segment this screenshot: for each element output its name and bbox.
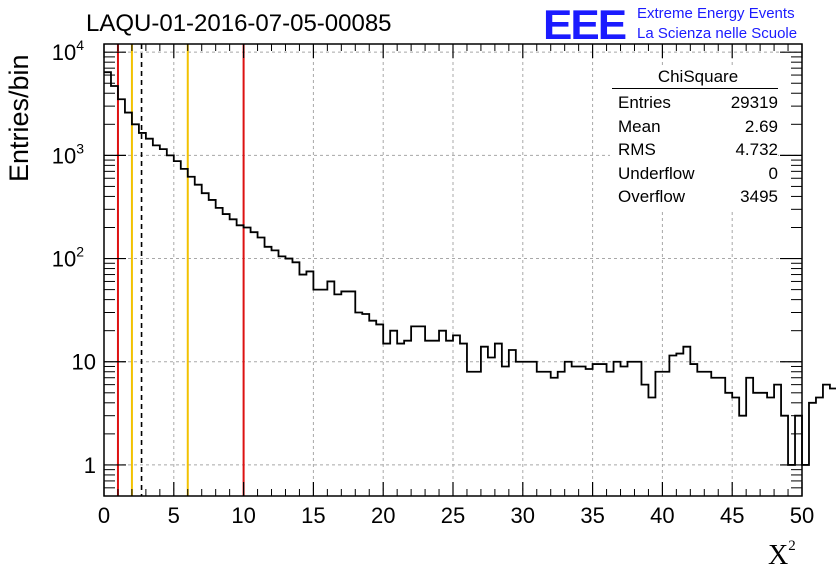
y-tick-label: 102 — [52, 244, 84, 272]
tick-labels: 0 5 10 15 20 25 30 35 40 45 50 1 10 102 103 104 — [52, 37, 815, 528]
stats-value: 29319 — [730, 93, 778, 112]
stats-label: Underflow — [618, 163, 695, 183]
stats-separator — [612, 88, 778, 89]
stats-label: Entries — [618, 93, 671, 112]
y-axis-label: Entries/bin — [4, 54, 34, 182]
logo-subtitle-2: La Scienza nelle Scuole — [637, 25, 798, 42]
x-tick-label: 30 — [511, 503, 535, 528]
logo-subtitle-1: Extreme Energy Events — [637, 5, 795, 22]
histogram-line — [104, 71, 836, 466]
stats-label: Overflow — [618, 187, 686, 206]
y-tick-label: 103 — [52, 140, 84, 168]
stats-box: ChiSquare Entries 29319 Mean 2.69 RMS 4.… — [610, 66, 778, 209]
y-tick-label: 1 — [84, 453, 96, 478]
histogram-series — [104, 71, 836, 466]
x-tick-label: 5 — [168, 503, 180, 528]
chart-title: LAQU-01-2016-07-05-00085 — [86, 10, 392, 37]
stats-value: 4.732 — [735, 140, 778, 159]
stats-label: Mean — [618, 116, 661, 136]
x-tick-label: 35 — [580, 503, 604, 528]
stats-value: 3495 — [740, 187, 778, 206]
stats-row: Mean 2.69 — [610, 115, 778, 139]
stats-name: ChiSquare — [657, 67, 739, 86]
stats-row: RMS 4.732 — [610, 138, 778, 162]
stats-row: Overflow 3495 — [610, 185, 778, 209]
x-tick-label: 0 — [98, 503, 110, 528]
x-axis-label: X2 — [768, 538, 796, 571]
stats-value: 0 — [768, 163, 778, 183]
y-tick-label: 10 — [72, 350, 96, 375]
x-tick-label: 45 — [720, 503, 744, 528]
y-tick-label: 104 — [52, 37, 84, 65]
stats-row: Entries 29319 — [610, 91, 778, 115]
x-tick-label: 40 — [650, 503, 674, 528]
stats-label: RMS — [618, 140, 656, 159]
eee-logo: EEE — [543, 2, 627, 49]
reference-lines — [116, 44, 245, 496]
stats-value: 2.69 — [744, 116, 778, 136]
x-tick-label: 20 — [371, 503, 395, 528]
x-tick-label: 15 — [301, 503, 325, 528]
x-tick-label: 50 — [790, 503, 814, 528]
x-tick-label: 25 — [441, 503, 465, 528]
axis-ticks — [103, 44, 803, 497]
x-tick-label: 10 — [231, 503, 255, 528]
stats-row: Underflow 0 — [610, 162, 778, 186]
